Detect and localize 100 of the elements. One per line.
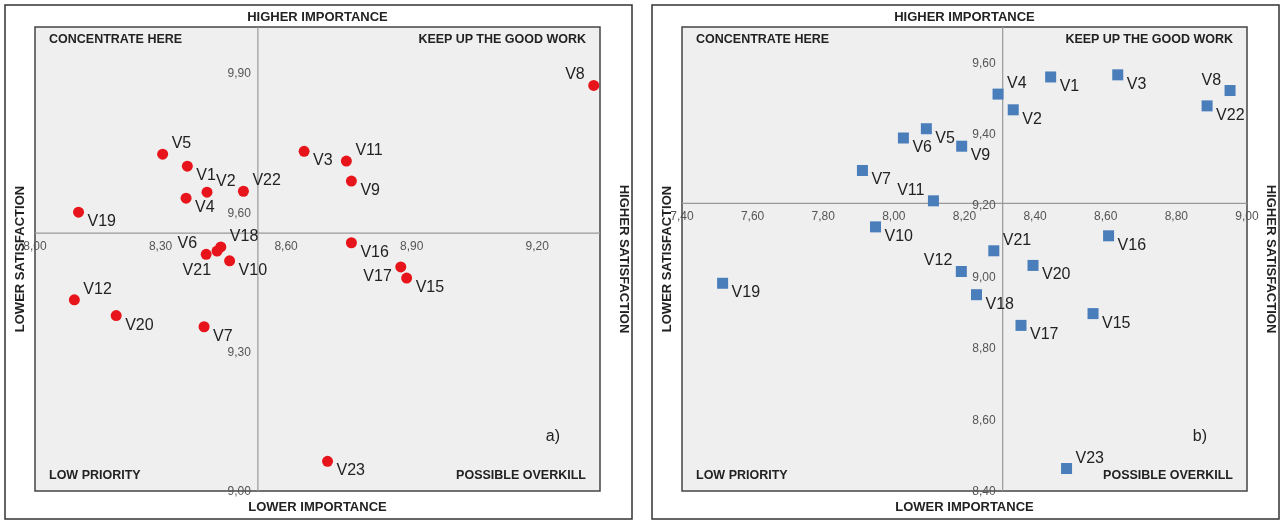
annotation: V2 [1022,109,1042,127]
annotation: V4 [1007,74,1027,92]
point [401,272,413,284]
x-tick-label: 9,20 [525,239,550,254]
annotation: V18 [985,294,1015,312]
annotation: V23 [1075,448,1105,466]
point [211,245,223,257]
x-tick-label: 8,90 [399,239,424,254]
point [856,164,868,176]
y-tick-label: 8,60 [972,412,996,427]
x-axis-title: LOWER IMPORTANCE [248,499,388,514]
x-tick-label: 7,80 [811,209,836,224]
annotation: V22 [1216,105,1245,123]
point [992,88,1004,100]
point [1007,104,1019,116]
annotation: V8 [1201,70,1222,88]
x-tick-label: 7,60 [740,209,765,224]
annotation: V3 [313,151,333,169]
point [224,255,236,267]
point [201,186,213,198]
annotation: V5 [935,128,956,146]
y-tick-label: 9,90 [227,66,252,81]
annotation: V7 [213,326,233,344]
annotation: V11 [897,180,925,198]
annotation: KEEP UP THE GOOD WORK [418,32,586,46]
annotation: V11 [355,141,383,159]
annotation: POSSIBLE OVERKILL [456,468,587,482]
point [988,245,1000,257]
x-tick-label: 8,80 [1164,209,1189,224]
point [237,185,249,197]
point [1201,100,1213,112]
point [927,195,939,207]
point [1061,463,1073,475]
y-tick-label: 9,60 [972,55,996,70]
x-tick-label: 8,00 [882,209,906,224]
annotation: V4 [195,198,215,216]
point [345,175,357,187]
point [1087,308,1099,320]
annotation: V21 [1002,230,1032,248]
point [180,192,192,204]
annotation: V15 [415,278,445,296]
annotation: V19 [87,212,117,230]
annotation: a) [545,427,560,444]
annotation: CONCENTRATE HERE [49,32,183,46]
y-tick-label: 8,80 [972,341,996,356]
annotation: V10 [238,260,268,278]
point [181,160,193,172]
annotation: V6 [912,138,933,155]
point [1015,319,1027,331]
annotation: V1 [1059,76,1080,94]
annotation: V9 [360,181,381,199]
annotation: V15 [1102,313,1131,331]
chart-title: HIGHER IMPORTANCE [247,9,389,24]
annotation: LOW PRIORITY [696,468,789,482]
point [298,145,310,157]
point [200,248,212,260]
annotation: b) [1192,427,1207,444]
annotation: V1 [196,166,217,184]
y-tick-label: 9,60 [227,205,252,220]
point [1224,85,1236,97]
y2-axis-title: HIGHER SATISFACTION [1264,184,1279,334]
point [73,206,85,218]
point [897,132,909,144]
annotation: V12 [83,279,112,297]
annotation: V20 [1042,265,1071,283]
annotation: V9 [970,146,991,164]
annotation: V16 [1117,235,1147,253]
y-tick-label: 9,00 [972,269,996,284]
annotation: V5 [171,134,192,152]
x-tick-label: 8,60 [274,239,299,254]
annotation: V20 [125,315,154,333]
y-tick-label: 9,40 [972,127,996,142]
point [870,221,882,233]
point [1112,69,1124,81]
point [971,289,983,301]
y2-axis-title: HIGHER SATISFACTION [617,184,632,334]
point [1103,230,1115,242]
annotation: V17 [363,266,392,284]
x-tick-label: 8,30 [148,239,173,254]
annotation: V21 [182,261,212,279]
annotation: V22 [252,171,281,189]
point [395,261,407,273]
point [920,123,932,135]
annotation: V8 [565,65,585,83]
x-axis-title: LOWER IMPORTANCE [895,499,1035,514]
point [588,79,600,91]
annotation: V6 [177,234,198,252]
annotation: V16 [360,242,389,260]
annotation: CONCENTRATE HERE [696,32,830,46]
annotation: V7 [871,170,892,188]
point [956,140,968,152]
annotation: V18 [229,226,259,244]
annotation: V2 [216,172,236,190]
point [322,455,334,467]
chart-title: HIGHER IMPORTANCE [894,9,1036,24]
point [198,321,210,333]
x-tick-label: 8,40 [1023,209,1048,224]
point [1027,259,1039,271]
annotation: V12 [923,251,953,269]
point [68,294,80,306]
